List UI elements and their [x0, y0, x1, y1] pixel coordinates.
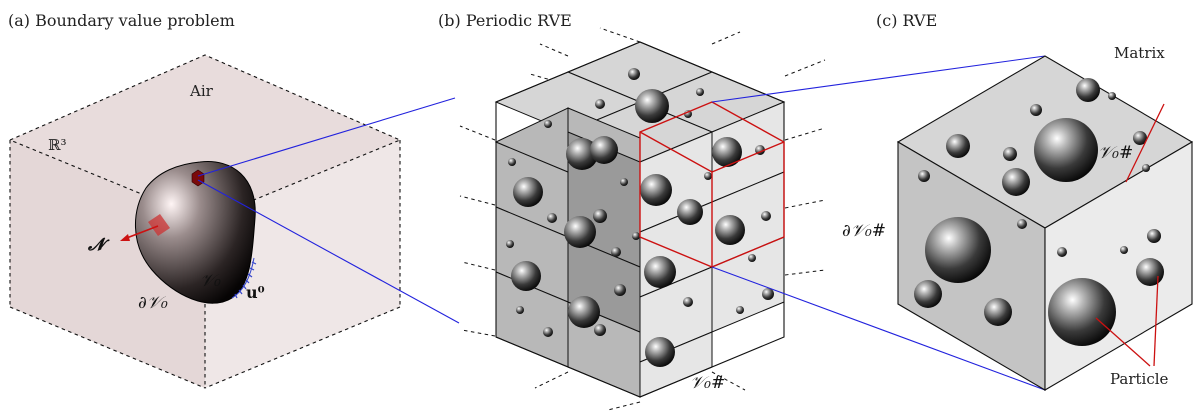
particle [544, 120, 552, 128]
particle [918, 170, 930, 182]
particle [684, 110, 692, 118]
particle [516, 306, 524, 314]
particle [677, 199, 703, 225]
panel-c: (c) RVE Matrix [842, 11, 1194, 391]
particle [611, 247, 621, 257]
particle [620, 178, 628, 186]
matrix-pointer [1125, 103, 1165, 183]
deformable-body [135, 161, 256, 304]
particle [543, 327, 553, 337]
air-top-face [10, 55, 400, 220]
particle [1017, 219, 1027, 229]
panel-b: (b) Periodic RVE [438, 11, 1046, 411]
particle [645, 337, 675, 367]
particle [984, 298, 1012, 326]
particle [564, 216, 596, 248]
particle [762, 288, 774, 300]
displacement-boundary [231, 257, 255, 299]
link-line-bottom [197, 179, 460, 324]
particle [712, 137, 742, 167]
normal-arrow [123, 225, 159, 240]
particle [946, 134, 970, 158]
particle [761, 211, 771, 221]
particle [683, 297, 693, 307]
particle [513, 177, 543, 207]
particle [594, 324, 606, 336]
particle [568, 296, 600, 328]
displacement-label: u⁰ [246, 283, 265, 302]
particle [1034, 118, 1098, 182]
boundary-patch [148, 214, 170, 236]
rve-domain-label: 𝒱₀# [1098, 143, 1133, 163]
particle [508, 158, 516, 166]
particle [1147, 229, 1161, 243]
particle [1003, 147, 1017, 161]
particle-label: Particle [1110, 370, 1169, 388]
tiling-particles [506, 68, 774, 367]
particle-pointer-b [1153, 275, 1159, 367]
particle [1002, 168, 1030, 196]
particle [1030, 104, 1042, 116]
air-left-face [10, 55, 205, 388]
particle [925, 217, 991, 283]
matrix-label: Matrix [1114, 44, 1165, 62]
particle [1076, 78, 1100, 102]
normal-arrowhead [120, 234, 130, 241]
particle [1136, 258, 1164, 286]
particle [635, 89, 669, 123]
particle [1120, 246, 1128, 254]
particle [1108, 92, 1116, 100]
tiling-outline [495, 41, 785, 398]
space-label: ℝ³ [48, 136, 66, 154]
link-line-rve-top [711, 55, 1046, 103]
particle [736, 306, 744, 314]
link-line-top [197, 97, 456, 177]
particle [595, 99, 605, 109]
link-line-rve-bottom [711, 266, 1046, 391]
particle [614, 284, 626, 296]
panel-b-caption: (b) Periodic RVE [438, 11, 572, 30]
particle [748, 254, 756, 262]
particle [547, 213, 557, 223]
particle [1142, 164, 1150, 172]
particle [914, 280, 942, 308]
panel-a-caption: (a) Boundary value problem [8, 11, 235, 30]
panel-a: (a) Boundary value problem Air ℝ³ 𝓝 [8, 11, 460, 389]
particle [640, 174, 672, 206]
body-label: 𝒱₀ [200, 271, 221, 291]
particle [632, 232, 640, 240]
particle [1048, 278, 1116, 346]
particle [590, 136, 618, 164]
rve-boundary-label: ∂𝒱₀# [842, 221, 886, 241]
particle [1057, 247, 1067, 257]
particle [696, 88, 704, 96]
particle [715, 215, 745, 245]
particle [644, 256, 676, 288]
boundary-label: ∂𝒱₀ [138, 293, 168, 313]
particle [506, 240, 514, 248]
rve-particles [914, 78, 1164, 346]
particle [511, 261, 541, 291]
particle [628, 68, 640, 80]
normal-label: 𝓝 [87, 235, 110, 255]
periodic-extension-lines [459, 27, 826, 411]
panel-c-caption: (c) RVE [876, 11, 937, 30]
particle [593, 209, 607, 223]
particle [566, 138, 598, 170]
air-label: Air [189, 82, 214, 100]
particle-pointer-a [1095, 317, 1151, 367]
particle [1133, 131, 1147, 145]
cell-label: 𝒱₀# [690, 373, 725, 393]
particle [704, 172, 712, 180]
